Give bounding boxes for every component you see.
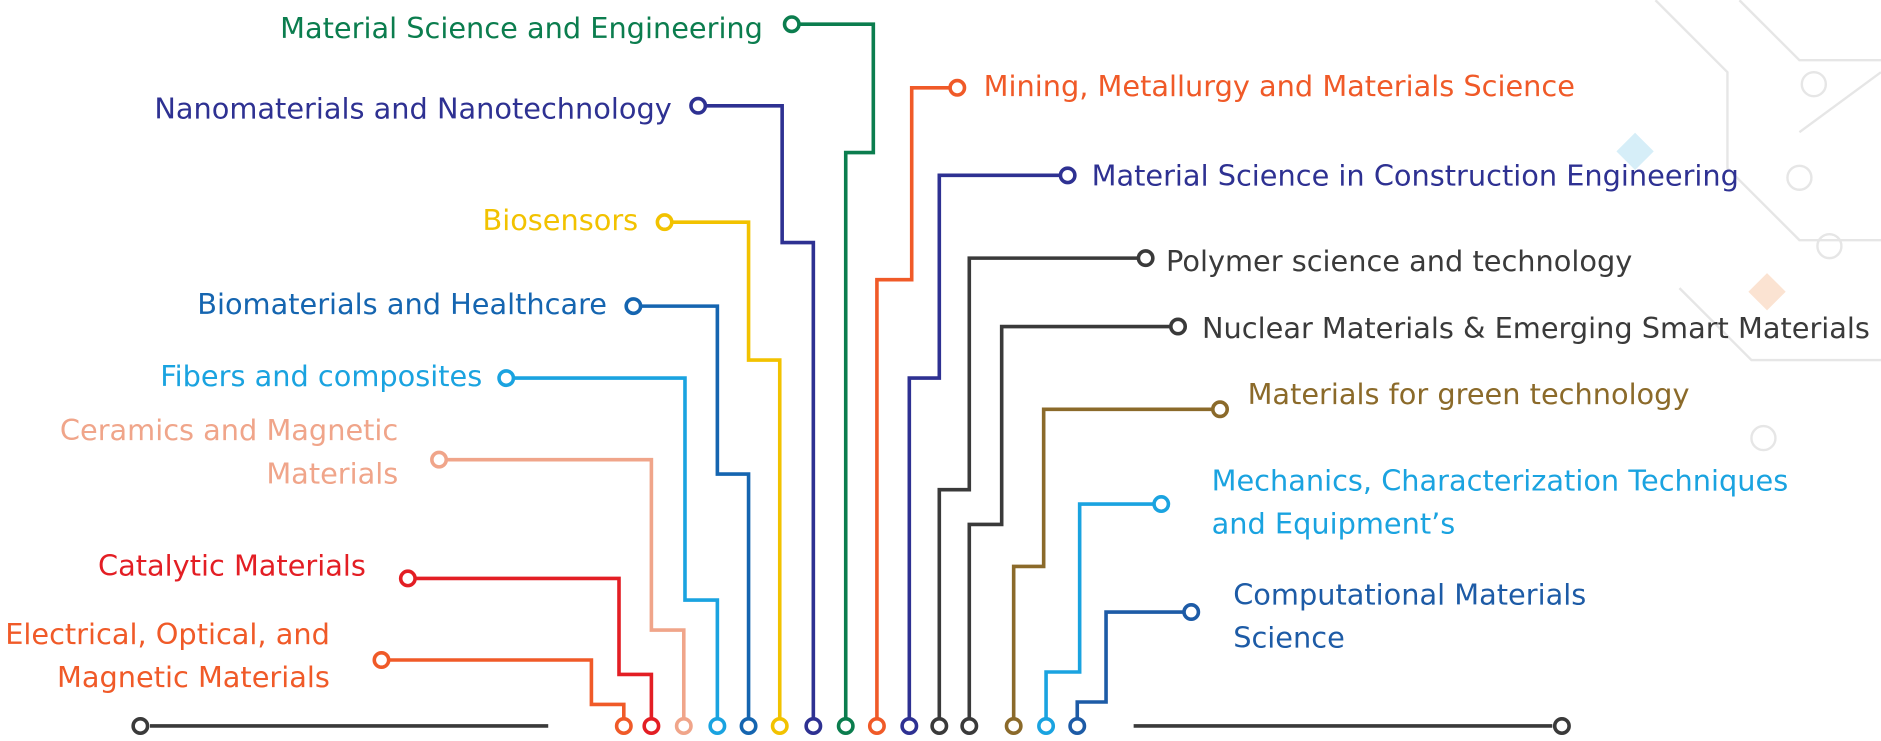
connector-node (1171, 319, 1185, 333)
connector-node (806, 719, 820, 733)
connector-node (962, 719, 976, 733)
topic: Electrical, Optical, and Magnetic Materia… (5, 617, 631, 733)
topic-label: Mechanics, Characterization Techniques (1212, 463, 1789, 497)
connector-node (710, 719, 724, 733)
page: {"topics": [ {"lines": ["Material Scienc… (0, 0, 1881, 737)
topic-label: Computational Materials (1233, 577, 1586, 611)
topic-label: Material Science and Engineering (280, 11, 763, 45)
topic-label: Biosensors (482, 203, 638, 237)
connector-node (374, 653, 388, 667)
topic-label: Magnetic Materials (57, 660, 330, 694)
connector-node (401, 571, 415, 585)
connector-node (626, 299, 640, 313)
topic: Materials for green technology (1006, 377, 1689, 733)
connector-node (617, 719, 631, 733)
topic-label: Materials for green technology (1248, 377, 1690, 411)
connector-node (932, 719, 946, 733)
topic-label: Electrical, Optical, and (5, 617, 330, 651)
connector (877, 88, 957, 726)
topic-label: Catalytic Materials (98, 549, 366, 583)
connector-node (741, 719, 755, 733)
topic: Computational Materials Science (1070, 577, 1586, 733)
connector-node (691, 99, 705, 113)
topic: Biosensors (482, 203, 786, 733)
connector-node (432, 452, 446, 466)
connector-node (950, 81, 964, 95)
connector-node (839, 719, 853, 733)
connector-node (1213, 402, 1227, 416)
connector-node (902, 719, 916, 733)
connector-node (785, 17, 799, 31)
topic-label: Ceramics and Magnetic (60, 413, 398, 447)
connector (506, 378, 717, 726)
connector-node (1138, 251, 1152, 265)
topic-label: Biomaterials and Healthcare (197, 287, 607, 321)
topic-label: Science (1233, 621, 1345, 655)
connector-node (499, 371, 513, 385)
connector (792, 24, 874, 726)
connector-node (1184, 605, 1198, 619)
topic-label: Nuclear Materials & Emerging Smart Mater… (1202, 311, 1870, 345)
topic-label: Material Science in Construction Enginee… (1092, 159, 1739, 193)
connector (1046, 504, 1161, 726)
connector-node (644, 719, 658, 733)
connector-node (773, 719, 787, 733)
connector (969, 327, 1178, 726)
topic-label: Fibers and composites (160, 359, 482, 393)
connector-node (677, 719, 691, 733)
connector-node (1060, 168, 1074, 182)
connector-node (870, 719, 884, 733)
topic-label: Polymer science and technology (1166, 244, 1632, 278)
topic-label: Materials (266, 456, 398, 490)
topic-label: Mining, Metallurgy and Materials Science (984, 69, 1575, 103)
connector (698, 106, 813, 726)
topic-label: Nanomaterials and Nanotechnology (154, 92, 671, 126)
connector (439, 460, 684, 726)
connector-node (657, 215, 671, 229)
connector (1077, 612, 1191, 726)
connector-node (1006, 719, 1020, 733)
connector (381, 660, 623, 726)
connector-node (1039, 719, 1053, 733)
topic-diagram: Material Science and Engineering Nanomate… (0, 0, 1881, 737)
connector-node (1154, 497, 1168, 511)
connector-node (1070, 719, 1084, 733)
topic-label: and Equipment’s (1212, 507, 1456, 541)
